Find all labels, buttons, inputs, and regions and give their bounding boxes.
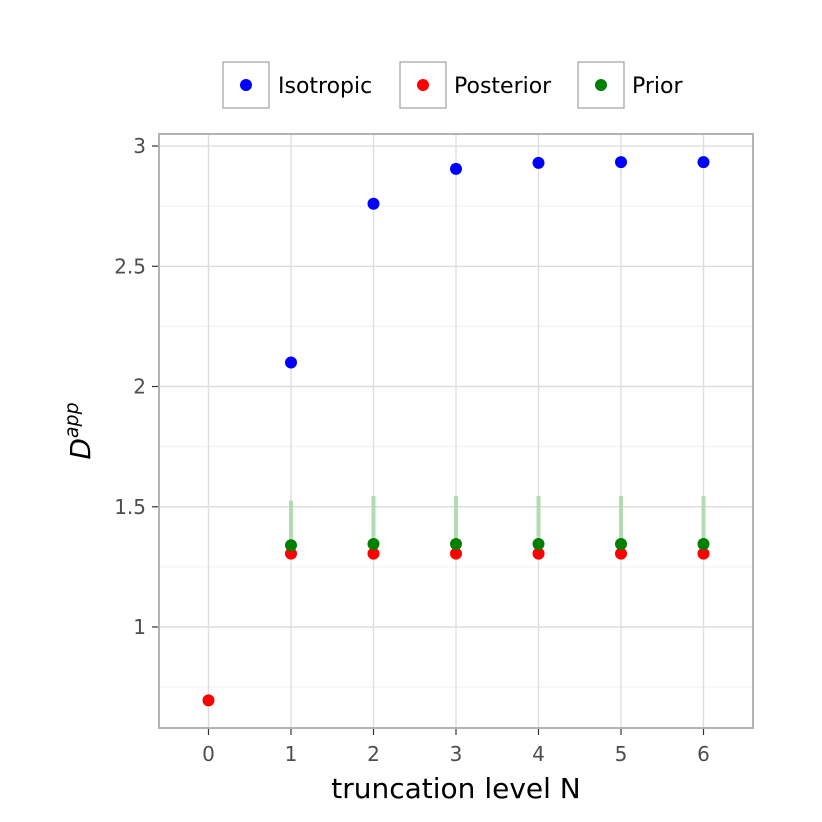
y-tick-label: 2.5 <box>114 254 146 278</box>
y-axis-label-superscript: app <box>61 402 83 438</box>
legend-item-prior: Prior <box>577 61 683 109</box>
data-point-posterior <box>697 547 710 560</box>
legend-key-dot <box>240 79 252 91</box>
x-tick-label: 2 <box>367 742 380 766</box>
legend-label: Isotropic <box>278 74 372 99</box>
data-point-isotropic <box>450 162 462 175</box>
y-tick-label: 1 <box>133 615 146 639</box>
plot-panel-border <box>158 133 754 729</box>
legend-item-isotropic: Isotropic <box>222 61 372 109</box>
data-point-isotropic <box>532 156 545 169</box>
data-point-prior <box>615 538 627 551</box>
y-tick-label: 2 <box>133 375 146 399</box>
legend-item-posterior: Posterior <box>399 61 552 109</box>
y-tick-label: 3 <box>133 134 146 158</box>
data-point-posterior <box>367 547 380 560</box>
data-point-isotropic <box>367 197 380 210</box>
y-tick-label: 1.5 <box>114 495 146 519</box>
x-axis-label: truncation level N <box>331 772 581 805</box>
x-tick-label: 6 <box>697 742 710 766</box>
legend-key-dot <box>417 79 429 91</box>
legend-label: Prior <box>632 74 683 99</box>
error-bars <box>289 495 706 546</box>
legend: Isotropic Posterior Prior <box>222 61 683 109</box>
y-axis-label-main: D <box>64 438 97 460</box>
data-point-isotropic <box>615 156 627 169</box>
data-point-prior <box>450 538 462 551</box>
data-point-posterior <box>285 547 297 560</box>
legend-label: Posterior <box>454 74 552 99</box>
grid-major <box>159 134 753 728</box>
data-point-posterior <box>532 547 545 560</box>
y-axis-label: Dapp <box>61 402 97 459</box>
x-tick-label: 4 <box>532 742 545 766</box>
y-axis-ticks: 1 1.5 2 2.5 3 <box>114 134 158 639</box>
x-tick-label: 1 <box>285 742 298 766</box>
legend-key-dot <box>595 79 607 91</box>
data-point-posterior <box>202 694 215 707</box>
x-axis-ticks: 0 1 2 3 4 5 6 <box>202 729 710 766</box>
x-tick-label: 5 <box>615 742 628 766</box>
data-point-prior <box>285 539 297 552</box>
data-point-prior <box>367 538 380 551</box>
data-point-prior <box>532 538 545 551</box>
data-point-prior <box>697 538 710 551</box>
x-tick-label: 3 <box>450 742 463 766</box>
data-point-isotropic <box>697 156 710 169</box>
data-point-posterior <box>450 547 462 560</box>
data-point-isotropic <box>285 356 297 369</box>
data-point-posterior <box>615 547 627 560</box>
data-points <box>202 156 710 707</box>
x-tick-label: 0 <box>202 742 215 766</box>
